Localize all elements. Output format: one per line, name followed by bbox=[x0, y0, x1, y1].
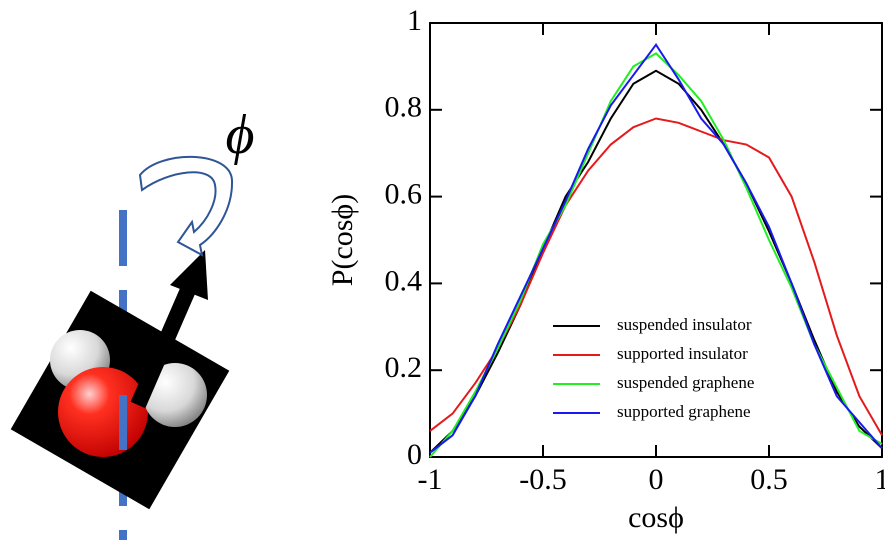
y-tick-label: 0.4 bbox=[385, 264, 423, 297]
x-tick-label: -0.5 bbox=[519, 463, 567, 496]
x-axis-label: cosϕ bbox=[628, 501, 684, 534]
molecule-diagram: ϕ bbox=[10, 104, 255, 540]
phi-label: ϕ bbox=[226, 104, 255, 166]
y-tick-label: 0.2 bbox=[385, 351, 423, 384]
arrow-head bbox=[170, 250, 208, 300]
x-tick-label: -1 bbox=[418, 463, 443, 496]
y-tick-label: 0 bbox=[407, 438, 422, 471]
series-line bbox=[429, 52, 883, 458]
y-tick-label: 0.6 bbox=[385, 177, 423, 210]
oxygen bbox=[58, 367, 148, 457]
legend-label: supported insulator bbox=[617, 344, 748, 363]
legend-label: suspended graphene bbox=[617, 373, 754, 392]
x-tick-label: 0.5 bbox=[750, 463, 788, 496]
y-tick-label: 0.8 bbox=[385, 91, 423, 124]
x-tick-label: 0 bbox=[649, 463, 664, 496]
y-tick-label: 1 bbox=[407, 4, 422, 37]
series-line bbox=[429, 42, 883, 454]
y-axis-label: P(cosϕ) bbox=[326, 194, 359, 286]
series-line bbox=[429, 69, 883, 454]
dipole-arrow bbox=[130, 286, 196, 409]
legend-label: suspended insulator bbox=[617, 315, 752, 334]
hydrogen bbox=[143, 363, 207, 427]
x-tick-label: 1 bbox=[875, 463, 885, 496]
rotation-arrow bbox=[138, 155, 234, 257]
legend-label: supported graphene bbox=[617, 402, 751, 421]
